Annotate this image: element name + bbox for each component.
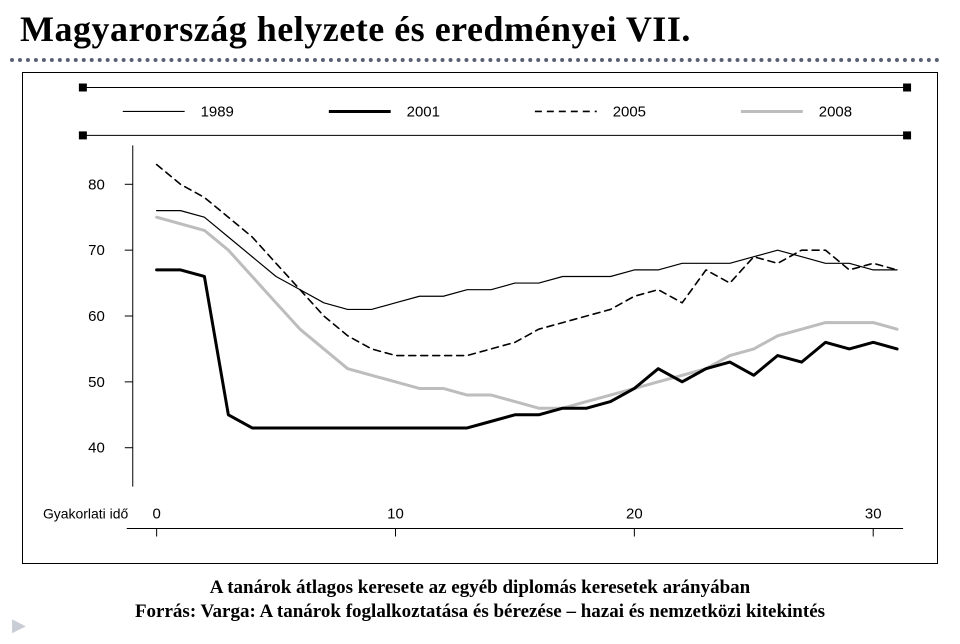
title-underline <box>10 58 940 62</box>
svg-text:Gyakorlati idő: Gyakorlati idő <box>43 506 129 522</box>
caption-line-2: Forrás: Varga: A tanárok foglalkoztatása… <box>135 601 825 622</box>
svg-text:10: 10 <box>387 506 404 523</box>
svg-text:20: 20 <box>626 506 643 523</box>
svg-text:40: 40 <box>88 440 105 457</box>
chart-container: 1989 2001 2005 2008 40 50 60 70 80 0 10 20 30 Gyakorl… <box>22 72 938 564</box>
slide-arrow-icon: ▶ <box>12 615 26 636</box>
svg-text:70: 70 <box>88 242 105 259</box>
svg-text:2005: 2005 <box>613 103 646 120</box>
line-chart: 1989 2001 2005 2008 40 50 60 70 80 0 10 20 30 Gyakorl… <box>23 73 937 563</box>
caption-line-1: A tanárok átlagos keresete az egyéb dipl… <box>210 577 750 598</box>
page-title: Magyarország helyzete és eredményei VII. <box>0 0 960 54</box>
page-root: Magyarország helyzete és eredményei VII.… <box>0 0 960 644</box>
svg-text:1989: 1989 <box>201 103 234 120</box>
svg-text:50: 50 <box>88 374 105 391</box>
svg-text:60: 60 <box>88 308 105 325</box>
svg-text:80: 80 <box>88 176 105 193</box>
svg-text:0: 0 <box>152 506 160 523</box>
svg-text:2008: 2008 <box>819 103 852 120</box>
svg-text:2001: 2001 <box>407 103 440 120</box>
svg-text:30: 30 <box>865 506 882 523</box>
caption: A tanárok átlagos keresete az egyéb dipl… <box>30 576 930 624</box>
